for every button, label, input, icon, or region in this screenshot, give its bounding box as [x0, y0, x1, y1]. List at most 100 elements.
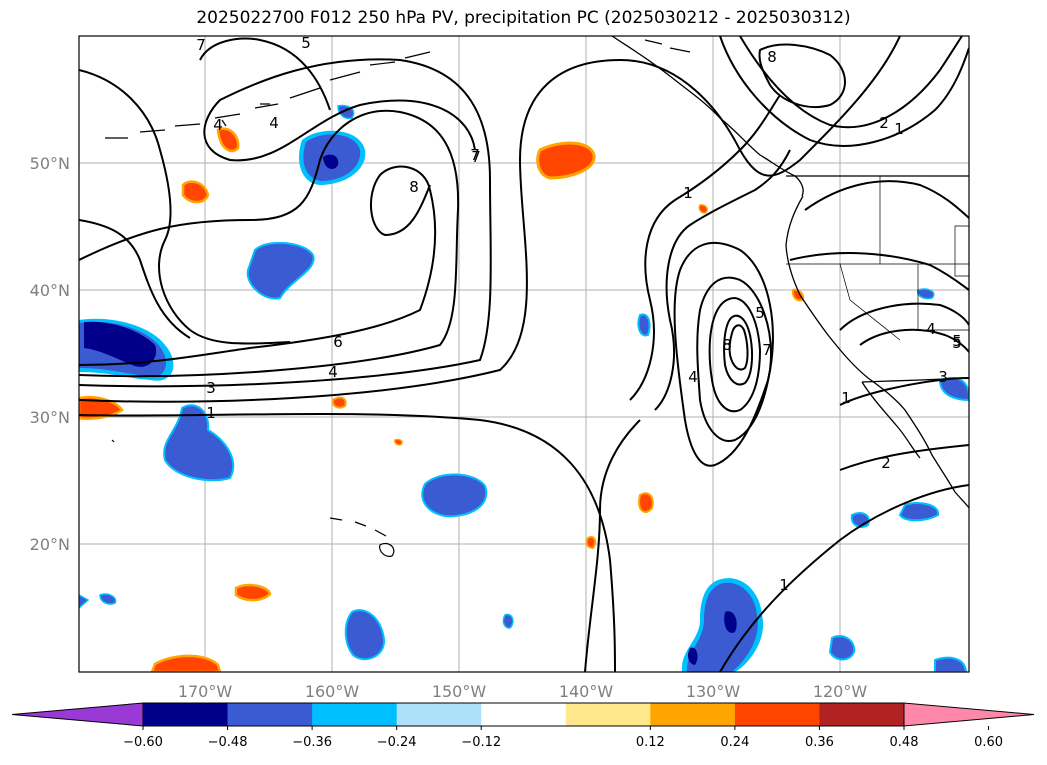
pv-contour-14	[723, 314, 754, 386]
pv-contour-label: 4	[688, 368, 698, 386]
latitude-label: 50°N	[30, 154, 70, 173]
pv-contour-label: 3	[938, 368, 948, 386]
pv-contour-22	[839, 377, 969, 406]
neg-anomaly-b	[246, 241, 315, 300]
pv-contour-8	[199, 37, 331, 111]
pv-contour-label: 2	[881, 454, 891, 472]
pv-contour-9	[629, 94, 781, 401]
pos-anomaly-h	[638, 492, 654, 513]
pv-contour-23	[719, 484, 969, 672]
colorbar-tick-label: −0.24	[377, 735, 417, 750]
colorbar-tick-label: 0.60	[974, 735, 1003, 750]
neg-anomaly-d	[421, 473, 488, 518]
colorbar-segment	[481, 703, 567, 726]
pv-contour-label: 8	[767, 48, 777, 66]
pos-anomaly-f	[234, 583, 272, 602]
pv-contour-13	[708, 296, 762, 413]
pos-anomaly-d	[79, 395, 124, 420]
pv-contour-label: 1	[683, 184, 693, 202]
sea-ice-bits	[111, 39, 691, 443]
map-title: 2025022700 F012 250 hPa PV, precipitatio…	[196, 8, 851, 28]
pv-contour-20	[789, 252, 969, 291]
colorbar-extend-low	[11, 702, 144, 727]
colorbar-segment	[734, 703, 820, 726]
pv-contour-5	[79, 165, 437, 366]
pv-contour-label: 7	[471, 148, 481, 166]
colorbar-tick-label: −0.60	[123, 735, 163, 750]
pv-contour-17	[739, 36, 963, 129]
pv-contours	[79, 36, 969, 672]
pv-contour-label: 2	[879, 114, 889, 132]
pv-contour-label: 3	[206, 379, 216, 397]
colorbar: −0.60 −0.48 −0.36 −0.24 −0.12 0.12 0.24 0.36 0.4…	[11, 702, 1035, 750]
pv-contour-24	[839, 444, 969, 471]
hawaii-islands	[329, 517, 395, 557]
pv-contour-10	[654, 149, 791, 411]
colorbar-tick-label: 0.36	[805, 735, 834, 750]
longitude-label: 170°W	[178, 682, 233, 701]
pv-contour-label: 6	[333, 333, 343, 351]
islands	[105, 39, 691, 557]
pv-contour-3	[79, 58, 492, 388]
colorbar-tick-label: −0.48	[208, 735, 248, 750]
colorbar-frame	[142, 702, 905, 727]
colorbar-segment	[143, 703, 229, 726]
colorbar-segment	[227, 703, 313, 726]
colorbar-segment	[312, 703, 398, 726]
pv-contour-label: 5	[952, 332, 962, 350]
colorbar-segment	[819, 703, 905, 726]
latitude-label: 30°N	[30, 408, 70, 427]
neg-anomaly-n	[502, 613, 514, 629]
colorbar-tick-label: 0.24	[720, 735, 749, 750]
pv-contour-label: 5	[755, 304, 765, 322]
pv-contour-19	[804, 180, 969, 219]
colorbar-segment	[565, 703, 651, 726]
colorbar-segment	[396, 703, 482, 726]
pos-anomaly-c	[181, 180, 210, 204]
longitude-labels: 170°W 160°W 150°W 140°W 130°W 120°W	[178, 682, 868, 701]
pv-contour-25	[584, 419, 641, 672]
longitude-label: 140°W	[559, 682, 614, 701]
pv-contour-7	[79, 219, 191, 339]
pv-contour-label: 7	[196, 36, 206, 54]
neg-anomaly-g	[828, 634, 856, 661]
neg-anomaly-p	[916, 288, 935, 300]
pv-contour-label: 1	[779, 576, 789, 594]
pos-anomaly-a	[536, 141, 596, 180]
pv-contour-12	[696, 276, 772, 442]
pv-contour-label: 8	[409, 178, 419, 196]
pv-contour-label: 4	[213, 116, 223, 134]
pv-contour-label: 4	[269, 114, 279, 132]
neg-anomaly-c	[163, 404, 235, 482]
longitude-label: 130°W	[686, 682, 741, 701]
pv-contour-label: 1	[894, 120, 904, 138]
colorbar-extend-high	[903, 702, 1035, 727]
coast-west-us	[785, 195, 956, 493]
pv-contour-1	[79, 412, 616, 672]
pv-contour-6	[79, 69, 291, 345]
pv-contour-label: 5	[301, 34, 311, 52]
pv-contour-label: 1	[841, 389, 851, 407]
neg-anomaly-f	[681, 578, 764, 672]
pv-contour-16	[758, 43, 846, 109]
colorbar-tick-label: −0.12	[461, 735, 501, 750]
pv-contour-4	[79, 109, 460, 378]
pos-anomaly-i	[585, 536, 597, 550]
coastlines	[611, 36, 969, 509]
pv-contour-18	[719, 36, 969, 147]
coast-baja	[861, 381, 921, 459]
neg-anomaly-m	[99, 593, 117, 605]
neg-anomaly-l	[637, 313, 651, 337]
pv-contour-label: 5	[952, 334, 962, 352]
colorbar-tick-label: 0.48	[890, 735, 919, 750]
map-frame	[78, 35, 970, 673]
neg-anomaly-q	[79, 594, 90, 610]
pos-anomaly-k	[698, 204, 708, 214]
pv-contour-label: 8	[722, 336, 732, 354]
latitude-labels: 50°N 40°N 30°N 20°N	[30, 154, 70, 554]
pv-contour-21	[839, 302, 969, 353]
latitude-label: 20°N	[30, 535, 70, 554]
neg-anomaly-h	[898, 502, 940, 522]
